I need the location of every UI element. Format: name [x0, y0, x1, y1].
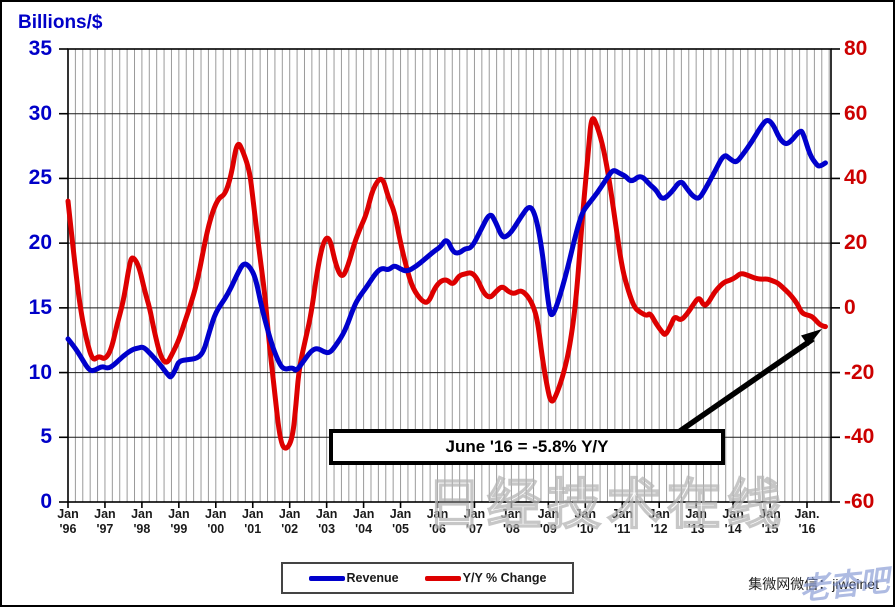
- x-axis-tick-label: Jan '13: [685, 507, 707, 536]
- legend-item: Revenue: [308, 571, 399, 585]
- legend-item: Y/Y % Change: [424, 571, 547, 585]
- right-axis-tick-label: 0: [844, 295, 856, 319]
- left-axis-tick-label: 5: [40, 425, 52, 449]
- x-axis-tick-label: Jan '99: [168, 507, 190, 536]
- x-axis-tick-label: Jan '14: [722, 507, 744, 536]
- x-axis-tick-label: Jan '02: [278, 507, 301, 536]
- x-axis-tick-label: Jan '05: [389, 507, 412, 536]
- left-axis-title: Billions/$: [18, 12, 103, 33]
- legend-label: Y/Y % Change: [462, 571, 547, 585]
- legend-line-swatch: [308, 575, 345, 581]
- right-axis-tick-label: -60: [844, 490, 875, 513]
- legend-line-swatch: [424, 575, 461, 581]
- x-axis-tick-label: Jan. '16: [794, 507, 820, 536]
- right-axis-tick-label: 60: [844, 101, 868, 125]
- annotation-arrowhead: [801, 329, 822, 346]
- right-axis-tick-label: -20: [844, 360, 875, 384]
- annotation-text: June '16 = -5.8% Y/Y: [445, 437, 609, 456]
- revenue-line: [65, 117, 828, 380]
- x-axis-tick-label: Jan '03: [315, 507, 338, 536]
- x-axis-tick-label: Jan '04: [352, 507, 375, 536]
- x-axis-tick-label: Jan '08: [500, 507, 523, 536]
- right-axis-tick-label: 20: [844, 231, 868, 255]
- annotation-arrow: [678, 336, 815, 434]
- x-axis-tick-label: Jan '07: [463, 507, 486, 536]
- x-axis-tick-label: Jan '12: [648, 507, 670, 536]
- x-axis-tick-label: Jan '09: [537, 507, 560, 536]
- corner-watermark-text: 集微网微信：jiweinet: [748, 576, 879, 592]
- left-axis-tick-label: 15: [28, 295, 52, 319]
- left-axis-tick-label: 35: [28, 37, 52, 60]
- annotation-callout: June '16 = -5.8% Y/Y: [329, 429, 725, 465]
- x-axis-tick-label: Jan '11: [611, 507, 634, 536]
- x-axis-tick-label: Jan '15: [759, 507, 781, 536]
- left-axis-tick-label: 25: [28, 166, 52, 190]
- x-axis-tick-label: Jan '97: [94, 507, 116, 536]
- right-axis-tick-label: -40: [844, 425, 875, 449]
- x-axis-tick-label: Jan '98: [131, 507, 153, 536]
- x-axis-tick-label: Jan '06: [426, 507, 449, 536]
- right-axis-tick-label: 80: [844, 37, 868, 60]
- legend-label: Revenue: [346, 571, 399, 585]
- left-axis-tick-label: 0: [40, 490, 52, 513]
- left-axis-tick-label: 30: [28, 101, 52, 125]
- corner-watermark-script: 老杳吧: [797, 564, 891, 607]
- left-axis-tick-label: 10: [28, 360, 52, 384]
- right-axis-tick-label: 40: [844, 166, 868, 190]
- x-axis-tick-label: Jan '00: [205, 507, 227, 536]
- legend: Revenue Y/Y % Change: [281, 562, 574, 594]
- x-axis-tick-label: Jan '01: [241, 507, 264, 536]
- x-axis-tick-label: Jan '96: [57, 507, 79, 536]
- x-axis-tick-label: Jan '10: [574, 507, 597, 536]
- left-axis-tick-label: 20: [28, 231, 52, 255]
- yoy-change-line: [65, 116, 828, 451]
